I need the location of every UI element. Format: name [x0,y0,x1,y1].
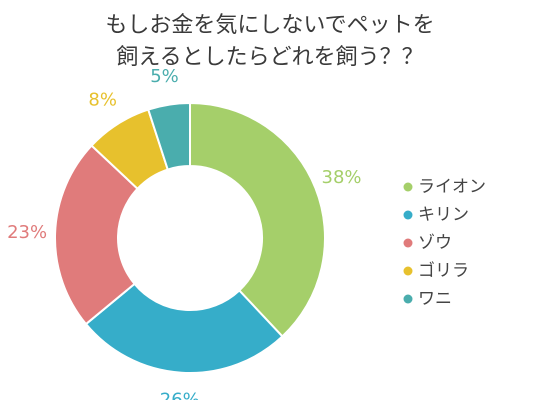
value-label-5: 5% [150,66,179,87]
legend-label-1: ライオン [418,177,486,197]
chart-title-line-1: もしお金を気にしないでペットを [105,13,434,38]
donut-slices [54,101,326,374]
value-label-3: 23% [7,222,47,243]
value-label-1: 38% [322,167,362,188]
legend-marker-2 [403,210,413,220]
legend-marker-3 [403,238,413,248]
chart-title-line-2: 飼えるとしたらどれを飼う？？ [116,45,423,70]
legend-marker-5 [403,294,413,304]
legend-label-3: ゾウ [418,233,452,253]
slice-5 [147,101,191,171]
value-label-2: 26% [160,390,200,400]
legend-label-5: ワニ [418,289,452,309]
value-labels: 38% 26% 23% 8% 5% [7,66,361,400]
legend-marker-1 [403,182,413,192]
legend-marker-4 [403,266,413,276]
legend-label-4: ゴリラ [418,260,469,281]
value-label-4: 8% [88,89,117,110]
legend-label-2: キリン [418,205,469,225]
slice-3 [54,144,139,326]
slice-1 [189,101,326,338]
slice-2 [84,282,284,374]
